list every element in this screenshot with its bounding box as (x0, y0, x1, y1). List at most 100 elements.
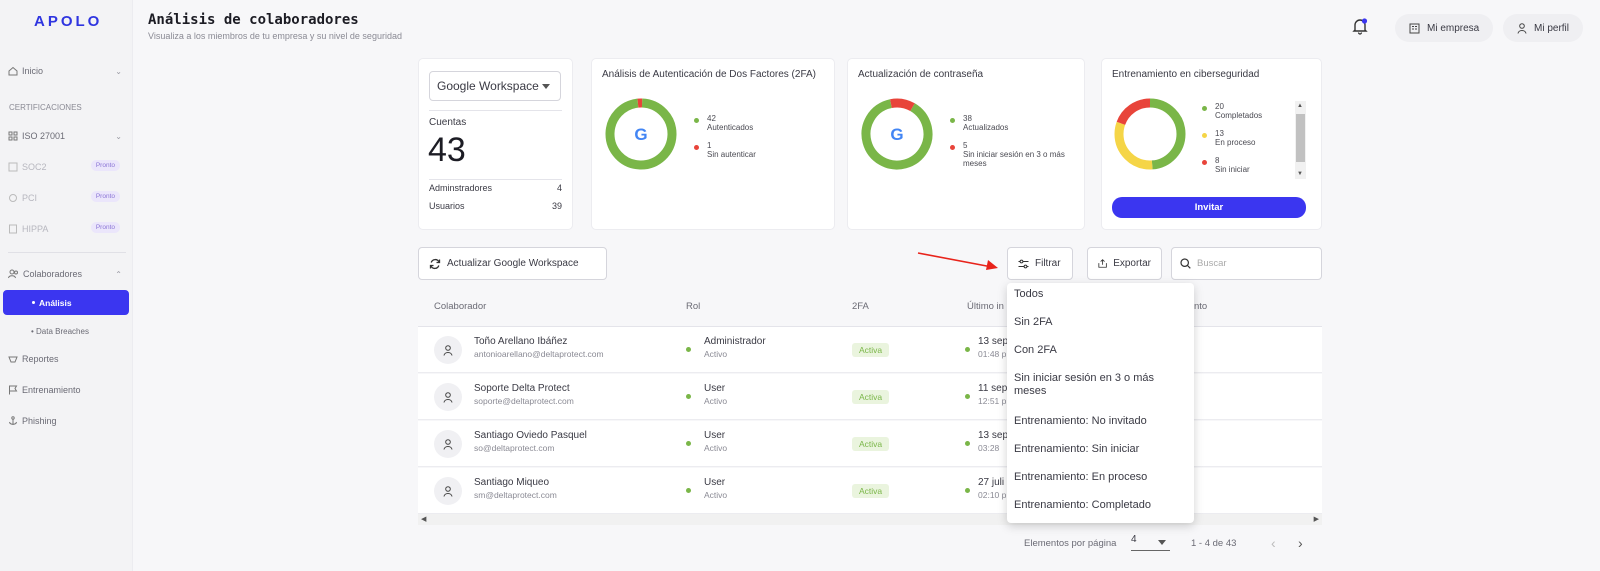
sidebar-item-pci[interactable]: PCI Pronto (8, 191, 126, 203)
export-button[interactable]: Exportar (1087, 247, 1162, 280)
refresh-workspace-button[interactable]: Actualizar Google Workspace (418, 247, 607, 280)
scrollbar-thumb[interactable] (1296, 114, 1305, 162)
user-icon (443, 485, 453, 497)
filter-dropdown: Todos Sin 2FA Con 2FA Sin iniciar sesión… (1007, 283, 1194, 523)
legend-dot (1202, 133, 1207, 138)
scroll-left-icon[interactable]: ◀ (421, 516, 427, 523)
document-icon (9, 224, 17, 234)
sidebar-item-label: Colaboradores (23, 269, 83, 279)
admins-row: Adminstradores 4 (429, 183, 562, 193)
sidebar-item-label: Inicio (22, 66, 44, 76)
filter-label: Filtrar (1035, 258, 1061, 269)
last-login-time: 02:10 p (978, 490, 1007, 500)
google-icon: G (634, 125, 647, 144)
grid-icon (8, 162, 18, 172)
sidebar-item-reportes[interactable]: Reportes (8, 354, 126, 364)
col-header-training[interactable]: nto (1194, 301, 1208, 312)
sidebar: APOLO Inicio ⌄ CERTIFICACIONES ISO 27001… (0, 0, 133, 571)
scroll-down-icon[interactable]: ▼ (1297, 171, 1303, 177)
legend-scrollbar[interactable]: ▲ ▼ (1295, 101, 1306, 179)
users-count: 39 (551, 201, 562, 211)
filter-option-training-not-invited[interactable]: Entrenamiento: No invitado (1014, 415, 1147, 427)
filter-option-training-completed[interactable]: Entrenamiento: Completado (1014, 499, 1151, 511)
donut-segment (1114, 98, 1186, 170)
role: User (704, 477, 726, 488)
tfa-status-badge: Activa (852, 390, 890, 404)
next-page-icon[interactable]: › (1298, 535, 1303, 551)
export-icon (1098, 259, 1107, 268)
accounts-card: Google Workspace Cuentas 43 Adminstrador… (418, 58, 573, 230)
sidebar-item-entrenamiento[interactable]: Entrenamiento (8, 385, 126, 395)
search-input[interactable] (1197, 258, 1307, 269)
role: Administrador (704, 336, 766, 347)
prev-page-icon[interactable]: ‹ (1271, 535, 1276, 551)
my-company-button[interactable]: Mi empresa (1395, 14, 1494, 42)
filter-option-sin-2fa[interactable]: Sin 2FA (1014, 316, 1053, 328)
legend-count: 13 (1215, 129, 1224, 138)
col-header-collaborator[interactable]: Colaborador (434, 301, 487, 312)
invite-button[interactable]: Invitar (1112, 197, 1306, 218)
legend-count: 5 (963, 141, 968, 150)
status-dot (686, 347, 691, 352)
filter-option-training-in-progress[interactable]: Entrenamiento: En proceso (1014, 471, 1148, 483)
sidebar-item-phishing[interactable]: Phishing (8, 416, 126, 426)
chevron-down-icon: ⌄ (115, 131, 122, 141)
sidebar-item-label: SOC2 (22, 162, 47, 172)
search-box[interactable] (1171, 247, 1322, 280)
caret-down-icon (542, 84, 550, 89)
training-card: Entrenamiento en ciberseguridad 20 Compl… (1101, 58, 1322, 230)
admins-label: Adminstradores (429, 183, 493, 193)
my-profile-button[interactable]: Mi perfil (1503, 14, 1584, 42)
filter-option-inactive-3-months[interactable]: Sin iniciar sesión en 3 o más meses (1014, 372, 1155, 397)
sidebar-item-inicio[interactable]: Inicio ⌄ (8, 66, 126, 76)
sidebar-item-label: PCI (22, 193, 38, 203)
sidebar-item-colaboradores[interactable]: Colaboradores ⌃ (8, 269, 126, 279)
collaborator-name: Santiago Miqueo (474, 477, 550, 488)
training-legend-notstarted: 8 Sin iniciar (1202, 156, 1250, 174)
col-header-last-login[interactable]: Último in (967, 301, 1004, 312)
last-login-date: 27 juli (978, 477, 1005, 488)
col-header-2fa[interactable]: 2FA (852, 301, 869, 312)
google-icon: G (890, 125, 903, 144)
collaborator-name: Soporte Delta Protect (474, 383, 570, 394)
legend-dot (1202, 106, 1207, 111)
link-icon (9, 194, 17, 202)
scroll-up-icon[interactable]: ▲ (1297, 103, 1303, 109)
last-login-time: 01:48 p (978, 349, 1007, 359)
last-login-date: 13 sep (978, 336, 1009, 347)
col-header-role[interactable]: Rol (686, 301, 701, 312)
table-header-divider (418, 326, 1322, 327)
divider (429, 110, 562, 111)
table-horizontal-scrollbar[interactable]: ◀ ▶ (418, 514, 1322, 525)
provider-select[interactable]: Google Workspace (429, 71, 561, 101)
filter-option-training-not-started[interactable]: Entrenamiento: Sin iniciar (1014, 443, 1140, 455)
sidebar-item-hippa[interactable]: HIPPA Pronto (8, 222, 126, 234)
filter-option-todos[interactable]: Todos (1014, 288, 1044, 300)
sidebar-item-data-breaches[interactable]: Data Breaches (31, 327, 89, 336)
filter-button[interactable]: Filtrar (1007, 247, 1073, 280)
sidebar-item-soc2[interactable]: SOC2 Pronto (8, 160, 126, 172)
tfa-title: Análisis de Autenticación de Dos Factore… (602, 69, 816, 80)
donut-segment (605, 98, 677, 170)
status-dot (965, 347, 970, 352)
legend-label: Autenticados (707, 123, 754, 132)
apolo-logo[interactable]: APOLO (34, 13, 103, 30)
collaborator-name: Toño Arellano Ibáñez (474, 336, 568, 347)
last-login-time: 03:28 (978, 443, 1000, 453)
items-per-page-select[interactable]: 4 (1131, 534, 1170, 551)
sidebar-item-iso27001[interactable]: ISO 27001 ⌄ (8, 131, 126, 141)
training-legend-completed: 20 Completados (1202, 102, 1263, 120)
filter-option-con-2fa[interactable]: Con 2FA (1014, 344, 1057, 356)
legend-label: Completados (1215, 111, 1263, 120)
role-status: Activo (704, 490, 728, 500)
sidebar-item-analisis[interactable]: Análisis (3, 290, 129, 315)
legend-count: 38 (963, 114, 972, 123)
page-title: Análisis de colaboradores (148, 12, 359, 28)
items-per-page-label: Elementos por página (1024, 538, 1117, 549)
collaborator-name: Santiago Oviedo Pasquel (474, 430, 587, 441)
donut-segment (861, 98, 933, 170)
bell-icon[interactable] (1352, 18, 1368, 35)
scroll-right-icon[interactable]: ▶ (1313, 516, 1319, 523)
role-status: Activo (704, 349, 728, 359)
tfa-legend-auth: 42 Autenticados (694, 114, 754, 132)
